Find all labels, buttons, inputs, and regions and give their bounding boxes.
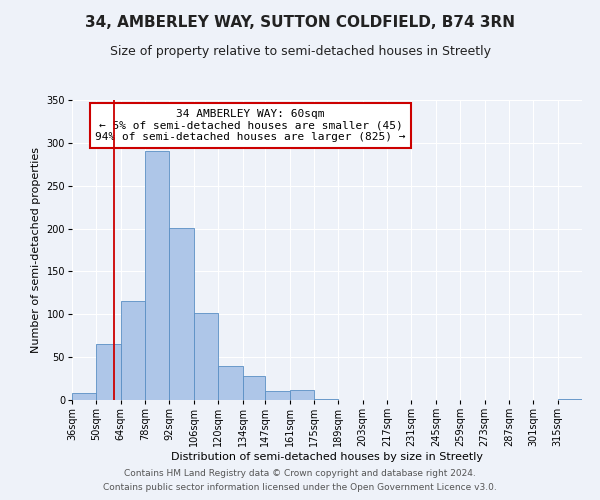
Bar [72, 393, 97, 400]
Bar [145, 152, 169, 400]
Text: Contains public sector information licensed under the Open Government Licence v3: Contains public sector information licen… [103, 484, 497, 492]
Bar [194, 312, 218, 400]
Bar [557, 399, 582, 400]
X-axis label: Distribution of semi-detached houses by size in Streetly: Distribution of semi-detached houses by … [171, 452, 483, 462]
Text: 34 AMBERLEY WAY: 60sqm
← 5% of semi-detached houses are smaller (45)
94% of semi: 34 AMBERLEY WAY: 60sqm ← 5% of semi-deta… [95, 109, 406, 142]
Bar [290, 390, 314, 400]
Bar [97, 344, 121, 400]
Y-axis label: Number of semi-detached properties: Number of semi-detached properties [31, 147, 41, 353]
Bar [265, 390, 290, 400]
Bar [169, 228, 194, 400]
Bar [121, 302, 145, 400]
Bar [218, 366, 242, 400]
Bar [314, 399, 338, 400]
Bar [242, 376, 265, 400]
Text: Size of property relative to semi-detached houses in Streetly: Size of property relative to semi-detach… [110, 45, 491, 58]
Text: 34, AMBERLEY WAY, SUTTON COLDFIELD, B74 3RN: 34, AMBERLEY WAY, SUTTON COLDFIELD, B74 … [85, 15, 515, 30]
Text: Contains HM Land Registry data © Crown copyright and database right 2024.: Contains HM Land Registry data © Crown c… [124, 468, 476, 477]
